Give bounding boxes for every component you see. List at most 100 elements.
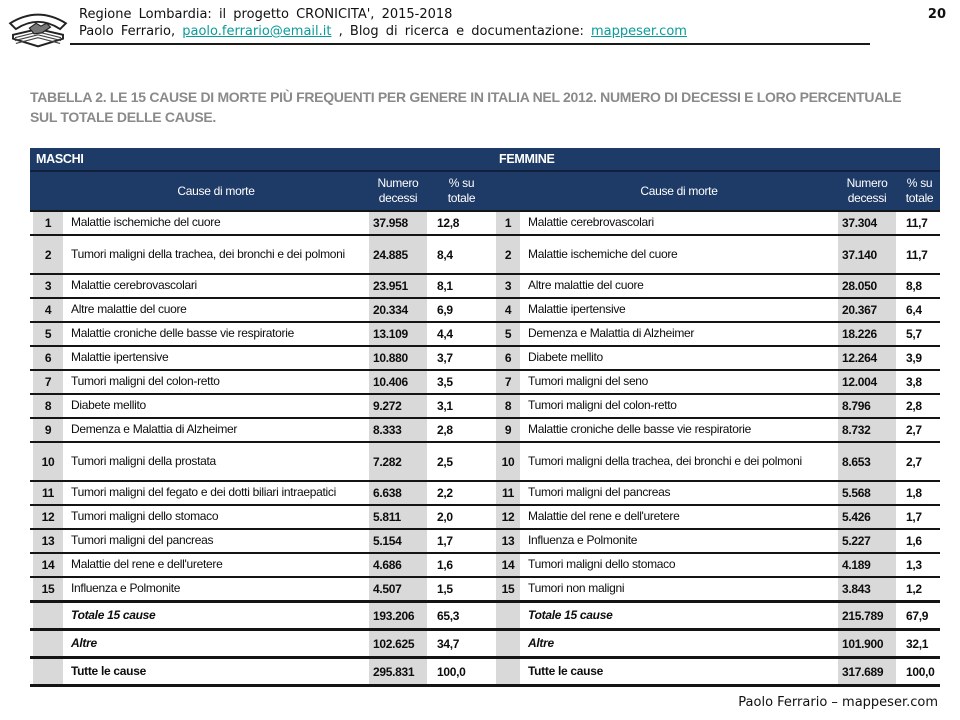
cell-pct: 1,7 — [430, 528, 494, 552]
cell-num: 18.226 — [835, 321, 900, 345]
cell-rank: 3 — [30, 273, 66, 297]
cell-cause: Tumori maligni dello stomaco — [66, 504, 366, 528]
group-header-maschi: MASCHI — [30, 148, 494, 172]
cell-cause: Tumori maligni del fegato e dei dotti bi… — [66, 480, 366, 504]
cell-num: 5.568 — [835, 480, 900, 504]
cell-cause: Tutte le cause — [66, 656, 366, 684]
author-name: Paolo Ferrario, — [79, 23, 183, 39]
table-body: 1 Malattie ischemiche del cuore 37.958 12,8… — [30, 210, 941, 684]
cell-num: 37.958 — [366, 210, 430, 234]
cell-rank: 3 — [493, 273, 524, 297]
cell-cause: Tumori maligni del seno — [523, 369, 836, 393]
table-row: 6 Malattie ipertensive 10.880 3,7 6 Diabete m… — [30, 345, 941, 369]
email-link[interactable]: paolo.ferrario@email.it — [182, 23, 332, 39]
cell-num: 8.796 — [835, 393, 900, 417]
cell-rank — [30, 656, 66, 684]
table-row: 14 Malattie del rene e dell'uretere 4.686 1… — [30, 552, 941, 576]
cell-pct: 1,3 — [899, 552, 941, 576]
cell-cause: Malattie ipertensive — [66, 345, 366, 369]
cell-rank: 7 — [30, 369, 66, 393]
cell-pct: 11,7 — [899, 234, 941, 273]
cell-pct: 2,8 — [899, 393, 941, 417]
cell-num: 101.900 — [835, 628, 900, 656]
cell-cause: Tumori maligni dello stomaco — [523, 552, 836, 576]
blog-link[interactable]: mappeser.com — [591, 23, 687, 39]
cell-cause: Malattie croniche delle basse vie respir… — [523, 417, 836, 441]
cell-pct: 100,0 — [430, 656, 494, 684]
header-title: Regione Lombardia: il progetto CRONICITA… — [79, 7, 453, 22]
table-row: 1 Malattie ischemiche del cuore 37.958 12,8… — [30, 210, 941, 234]
col-header-rank — [30, 172, 66, 210]
cell-num: 28.050 — [835, 273, 900, 297]
cell-num: 24.885 — [366, 234, 430, 273]
cell-cause: Malattie cerebrovascolari — [523, 210, 836, 234]
cell-num: 5.426 — [835, 504, 900, 528]
cell-num: 193.206 — [366, 600, 430, 628]
table-row: 7 Tumori maligni del colon-retto 10.406 3,5… — [30, 369, 941, 393]
table-row: 8 Diabete mellito 9.272 3,1 8 Tumori maligni … — [30, 393, 941, 417]
cell-num: 102.625 — [366, 628, 430, 656]
table-title: TABELLA 2. LE 15 CAUSE DI MORTE PIÙ FREQ… — [30, 89, 902, 125]
cell-num: 3.843 — [835, 576, 900, 600]
cell-num: 4.686 — [366, 552, 430, 576]
cell-cause: Altre — [66, 628, 366, 656]
col-header-cause: Cause di morte — [66, 172, 366, 210]
cell-num: 5.154 — [366, 528, 430, 552]
cell-rank: 6 — [493, 345, 524, 369]
cell-rank: 13 — [30, 528, 66, 552]
cell-num: 12.264 — [835, 345, 900, 369]
cell-cause: Totale 15 cause — [66, 600, 366, 628]
cell-pct: 1,5 — [430, 576, 494, 600]
cell-num: 5.227 — [835, 528, 900, 552]
cell-pct: 2,7 — [899, 441, 941, 480]
col-header-num: Numero decessi — [366, 172, 430, 210]
cell-rank: 1 — [493, 210, 524, 234]
cell-num: 7.282 — [366, 441, 430, 480]
cell-pct: 100,0 — [899, 656, 941, 684]
cell-rank: 5 — [30, 321, 66, 345]
cell-rank: 8 — [493, 393, 524, 417]
cell-num: 8.333 — [366, 417, 430, 441]
header-subtitle: Paolo Ferrario, paolo.ferrario@email.it … — [79, 24, 920, 41]
cell-cause: Tumori maligni del colon-retto — [66, 369, 366, 393]
cell-rank: 12 — [30, 504, 66, 528]
cell-rank: 4 — [493, 297, 524, 321]
cell-pct: 2,0 — [430, 504, 494, 528]
cell-pct: 67,9 — [899, 600, 941, 628]
table-row: 2 Tumori maligni della trachea, dei bronc… — [30, 234, 941, 273]
cell-num: 37.140 — [835, 234, 900, 273]
cell-cause: Altre malattie del cuore — [523, 273, 836, 297]
cell-num: 5.811 — [366, 504, 430, 528]
cell-pct: 12,8 — [430, 210, 494, 234]
table-row: 5 Malattie croniche delle basse vie respi… — [30, 321, 941, 345]
cell-pct: 6,4 — [899, 297, 941, 321]
cell-cause: Tumori maligni della trachea, dei bronch… — [523, 441, 836, 480]
cell-rank: 14 — [493, 552, 524, 576]
cell-cause: Malattie cerebrovascolari — [66, 273, 366, 297]
cell-num: 6.638 — [366, 480, 430, 504]
cell-rank: 10 — [30, 441, 66, 480]
cell-rank — [493, 628, 524, 656]
cell-cause: Altre malattie del cuore — [66, 297, 366, 321]
cell-rank: 10 — [493, 441, 524, 480]
cell-pct: 2,7 — [899, 417, 941, 441]
cell-cause: Influenza e Polmonite — [523, 528, 836, 552]
cell-cause: Malattie del rene e dell'uretere — [66, 552, 366, 576]
cell-cause: Tumori maligni della trachea, dei bronch… — [66, 234, 366, 273]
cell-cause: Influenza e Polmonite — [66, 576, 366, 600]
cell-num: 12.004 — [835, 369, 900, 393]
page-number: 20 — [927, 7, 946, 22]
cell-cause: Totale 15 cause — [523, 600, 836, 628]
mortality-table-wrap: MASCHI FEMMINE Cause di morte Numero dec… — [30, 148, 941, 687]
cell-rank: 4 — [30, 297, 66, 321]
cell-cause: Malattie ischemiche del cuore — [66, 210, 366, 234]
cell-rank: 12 — [493, 504, 524, 528]
table-row: Totale 15 cause 193.206 65,3 Totale 15 caus… — [30, 600, 941, 628]
cell-cause: Diabete mellito — [523, 345, 836, 369]
cell-num: 317.689 — [835, 656, 900, 684]
cell-pct: 8,1 — [430, 273, 494, 297]
cell-pct: 2,5 — [430, 441, 494, 480]
cell-pct: 8,8 — [899, 273, 941, 297]
cell-rank: 11 — [30, 480, 66, 504]
cell-num: 10.880 — [366, 345, 430, 369]
